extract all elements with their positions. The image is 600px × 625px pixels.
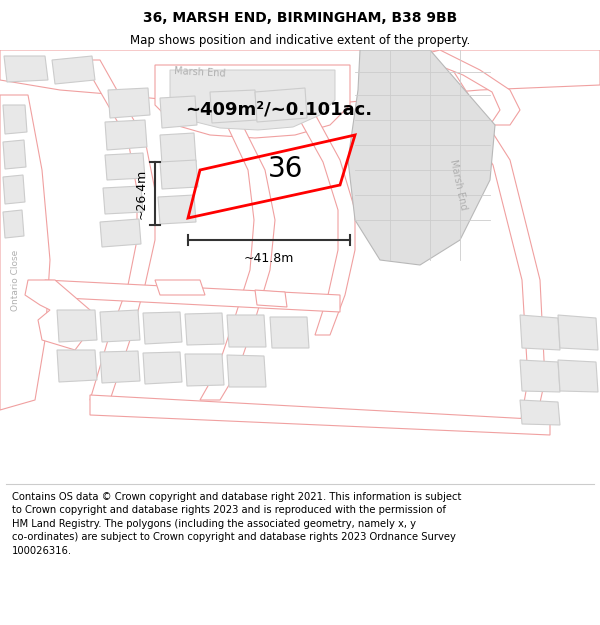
Polygon shape — [105, 120, 147, 150]
Polygon shape — [270, 317, 309, 348]
Text: Ontario Close: Ontario Close — [11, 249, 20, 311]
Polygon shape — [227, 355, 266, 387]
Polygon shape — [0, 95, 50, 410]
Polygon shape — [105, 153, 145, 180]
Polygon shape — [210, 90, 257, 123]
Polygon shape — [380, 50, 545, 425]
Polygon shape — [3, 210, 24, 238]
Polygon shape — [4, 56, 48, 82]
Polygon shape — [143, 352, 182, 384]
Polygon shape — [520, 360, 560, 392]
Text: ~41.8m: ~41.8m — [244, 252, 294, 265]
Polygon shape — [170, 70, 335, 130]
Polygon shape — [3, 175, 25, 204]
Polygon shape — [558, 360, 598, 392]
Polygon shape — [103, 186, 143, 214]
Polygon shape — [255, 290, 287, 307]
Polygon shape — [520, 400, 560, 425]
Polygon shape — [558, 315, 598, 350]
Polygon shape — [57, 350, 97, 382]
Polygon shape — [200, 100, 275, 400]
Polygon shape — [348, 50, 495, 265]
Text: ~26.4m: ~26.4m — [135, 168, 148, 219]
Polygon shape — [158, 195, 196, 224]
Polygon shape — [25, 280, 90, 350]
Text: ~409m²/~0.101ac.: ~409m²/~0.101ac. — [185, 101, 372, 119]
Polygon shape — [160, 133, 196, 164]
Polygon shape — [90, 395, 550, 435]
Polygon shape — [280, 100, 355, 335]
Polygon shape — [160, 160, 198, 189]
Text: Contains OS data © Crown copyright and database right 2021. This information is : Contains OS data © Crown copyright and d… — [12, 492, 461, 556]
Polygon shape — [100, 219, 141, 247]
Polygon shape — [185, 354, 224, 386]
Polygon shape — [155, 280, 205, 295]
Polygon shape — [57, 310, 97, 342]
Polygon shape — [52, 56, 95, 84]
Polygon shape — [3, 140, 26, 169]
Polygon shape — [155, 65, 350, 138]
Polygon shape — [520, 315, 560, 350]
Polygon shape — [160, 96, 197, 128]
Polygon shape — [143, 312, 182, 344]
Polygon shape — [255, 88, 307, 122]
Polygon shape — [185, 313, 224, 345]
Polygon shape — [3, 105, 27, 134]
Polygon shape — [100, 310, 140, 342]
Text: 36, MARSH END, BIRMINGHAM, B38 9BB: 36, MARSH END, BIRMINGHAM, B38 9BB — [143, 11, 457, 25]
Polygon shape — [0, 50, 600, 105]
Text: Marsh End: Marsh End — [174, 66, 226, 78]
Polygon shape — [65, 60, 155, 400]
Polygon shape — [227, 315, 266, 347]
Text: 36: 36 — [268, 155, 304, 183]
Text: Marsh End: Marsh End — [448, 159, 468, 211]
Polygon shape — [108, 88, 150, 118]
Text: Map shows position and indicative extent of the property.: Map shows position and indicative extent… — [130, 34, 470, 47]
Polygon shape — [45, 280, 340, 312]
Polygon shape — [420, 50, 520, 125]
Polygon shape — [100, 351, 140, 383]
